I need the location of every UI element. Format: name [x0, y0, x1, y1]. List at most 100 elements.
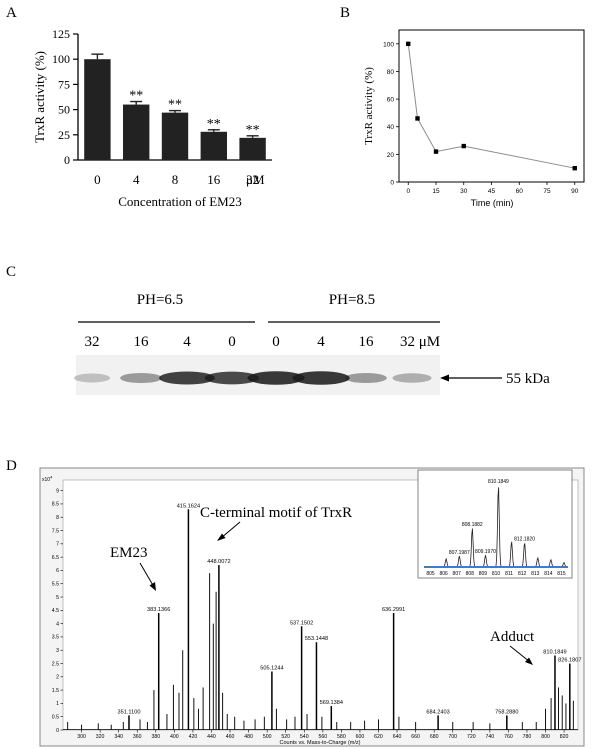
- b-x-tick-label: 60: [516, 188, 524, 195]
- d-peak-label: 684.2403: [426, 709, 449, 715]
- d-inset-x-tick-label: 810: [492, 571, 501, 577]
- western-blot-c: PH=6.5 PH=8.5 32 16 4 0 0 4 16 32 μM 55 kDa: [73, 292, 550, 395]
- b-data-point: [461, 143, 466, 149]
- gel-band: [345, 372, 387, 384]
- d-inset-x-tick-label: 808: [466, 571, 475, 577]
- panel-label-a: A: [6, 5, 17, 21]
- d-x-tick-label: 460: [226, 734, 235, 740]
- d-x-tick-label: 780: [523, 734, 532, 740]
- gel-band: [73, 373, 111, 383]
- a-y-tick-label: 50: [58, 103, 70, 117]
- d-y-tick-label: 6: [56, 568, 59, 574]
- d-peak-label: 415.1624: [177, 503, 200, 509]
- d-inset: 805 806 807 808 809 810 811 812 813 814 815 807.198…: [417, 469, 573, 579]
- annot-em23: EM23: [110, 545, 148, 561]
- d-x-tick-label: 740: [486, 734, 495, 740]
- a-bar: [161, 112, 189, 160]
- d-y-tick-label: 4: [56, 621, 59, 627]
- a-bar: [200, 131, 227, 160]
- d-x-tick-label: 400: [170, 734, 179, 740]
- a-y-tick-label: 25: [58, 128, 70, 142]
- b-x-tick-label: 75: [543, 188, 551, 195]
- d-y-tick-label: 7.5: [52, 528, 59, 534]
- gel-band: [159, 371, 215, 385]
- d-x-tick-label: 520: [281, 734, 290, 740]
- d-inset-peak-label: 807.1987: [449, 550, 470, 556]
- b-y-tick-label: 100: [383, 41, 394, 48]
- d-peak-label: 636.2991: [382, 607, 405, 613]
- b-y-tick-label: 40: [387, 124, 395, 131]
- d-inset-x-tick-label: 813: [531, 571, 540, 577]
- d-x-tick-label: 320: [96, 734, 105, 740]
- d-y-tick-label: 6.5: [52, 555, 59, 561]
- b-y-tick-label: 80: [387, 69, 395, 76]
- d-peak-label: 505.1244: [260, 665, 283, 671]
- d-x-tick-label: 480: [244, 734, 253, 740]
- d-peak-label: 553.1448: [305, 636, 328, 642]
- b-x-tick-label: 30: [460, 188, 468, 195]
- d-y-tick-label: 1.5: [52, 688, 59, 694]
- d-inset-x-tick-label: 806: [439, 571, 448, 577]
- b-x-tick-label: 0: [406, 188, 410, 195]
- d-x-tick-label: 560: [318, 734, 327, 740]
- panel-label-d: D: [6, 458, 17, 474]
- a-significance: **: [129, 89, 143, 104]
- marker-arrow-icon: [440, 374, 449, 382]
- gel-lane-label: 0: [272, 334, 280, 350]
- annot-cterm-arrow: [220, 521, 241, 539]
- a-unit-label: μM: [246, 172, 265, 187]
- a-y-tick-label: 0: [64, 153, 70, 167]
- annot-cterm: C-terminal motif of TrxR: [200, 505, 352, 521]
- gel-band: [392, 373, 432, 383]
- annot-adduct: Adduct: [490, 629, 535, 645]
- d-x-tick-label: 720: [467, 734, 476, 740]
- a-x-tick-label: 4: [133, 172, 140, 187]
- d-inset-x-tick-label: 812: [518, 571, 527, 577]
- d-x-tick-label: 700: [448, 734, 457, 740]
- gel-band: [292, 371, 350, 385]
- d-y-tick-label: 5: [56, 595, 59, 601]
- a-x-label: Concentration of EM23: [118, 194, 241, 209]
- d-x-tick-label: 340: [114, 734, 123, 740]
- annot-cterm-arrowhead-icon: [217, 533, 226, 541]
- a-x-tick-label: 0: [94, 172, 101, 187]
- d-y-tick-label: 1: [56, 701, 59, 707]
- d-inset-x-tick-label: 814: [544, 571, 553, 577]
- d-x-tick-label: 760: [504, 734, 513, 740]
- b-y-tick-label: 0: [390, 180, 394, 187]
- a-significance: **: [207, 117, 221, 132]
- a-bar: [123, 104, 150, 160]
- gel-lane-label: 4: [183, 334, 191, 350]
- a-x-tick-label: 32: [246, 172, 259, 187]
- gel-lane-label: 4: [317, 334, 325, 350]
- d-peak-label: 569.1384: [320, 700, 343, 706]
- d-y-tick-label: 8: [56, 515, 59, 521]
- annot-em23-arrowhead-icon: [149, 582, 156, 591]
- d-x-label: Counts vs. Mass-to-Charge (m/z): [280, 740, 361, 746]
- d-x-tick-label: 360: [133, 734, 142, 740]
- a-bar: [84, 59, 111, 161]
- gel-band: [204, 371, 260, 385]
- d-y-multiplier: x104: [42, 475, 53, 484]
- a-x-tick-label: 16: [207, 172, 221, 187]
- d-x-tick-label: 620: [374, 734, 383, 740]
- d-inset-x-tick-label: 811: [505, 571, 513, 577]
- b-data-point: [572, 165, 577, 171]
- a-significance: **: [246, 123, 260, 138]
- d-y-tick-label: 8.5: [52, 502, 59, 508]
- gel-lane-label: 32 μM: [400, 334, 440, 350]
- d-y-tick-label: 0: [56, 728, 59, 734]
- d-inset-peak-label: 810.1849: [488, 479, 509, 485]
- d-x-tick-label: 580: [337, 734, 346, 740]
- d-x-tick-label: 660: [411, 734, 420, 740]
- d-inset-x-tick-label: 807: [453, 571, 462, 577]
- d-x-tick-label: 500: [263, 734, 272, 740]
- a-x-tick-label: 8: [172, 172, 179, 187]
- d-y-tick-label: 0.5: [52, 715, 59, 721]
- d-inset-x-tick-label: 805: [426, 571, 435, 577]
- d-inset-x-tick-label: 815: [557, 571, 566, 577]
- d-y-tick-label: 2: [56, 675, 59, 681]
- gel-lane-label: 16: [359, 334, 375, 350]
- b-data-point: [415, 116, 420, 121]
